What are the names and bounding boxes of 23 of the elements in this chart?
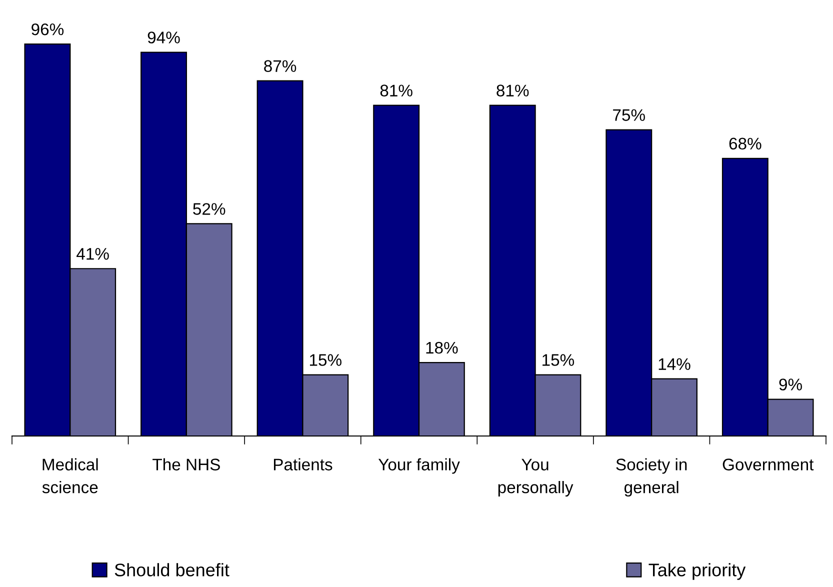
- x-tick-label: Patients: [274, 458, 332, 470]
- data-label: 75%: [613, 109, 645, 121]
- legend-label: Take priority: [648, 563, 746, 580]
- x-tick-label: Government: [722, 458, 814, 470]
- data-label: 18%: [426, 342, 458, 354]
- data-label: 81%: [380, 84, 412, 96]
- data-label: 81%: [496, 84, 529, 96]
- x-tick-label: You personally: [498, 458, 574, 497]
- x-tick-label: Society in general: [616, 458, 687, 497]
- data-label: 9%: [779, 378, 802, 390]
- x-tick-label: Medical science: [42, 458, 98, 494]
- legend-label: Should benefit: [114, 563, 230, 576]
- data-label: 14%: [658, 358, 690, 370]
- x-tick-label: The NHS: [152, 458, 220, 470]
- data-label: 68%: [729, 138, 762, 150]
- data-label: 87%: [264, 60, 296, 72]
- data-label: 96%: [32, 23, 64, 36]
- x-tick-label: Your family: [378, 458, 460, 474]
- data-label: 15%: [310, 354, 342, 366]
- data-label: 41%: [76, 248, 109, 260]
- data-label: 94%: [148, 32, 180, 44]
- data-label: 52%: [193, 203, 226, 215]
- data-label: 15%: [542, 354, 574, 366]
